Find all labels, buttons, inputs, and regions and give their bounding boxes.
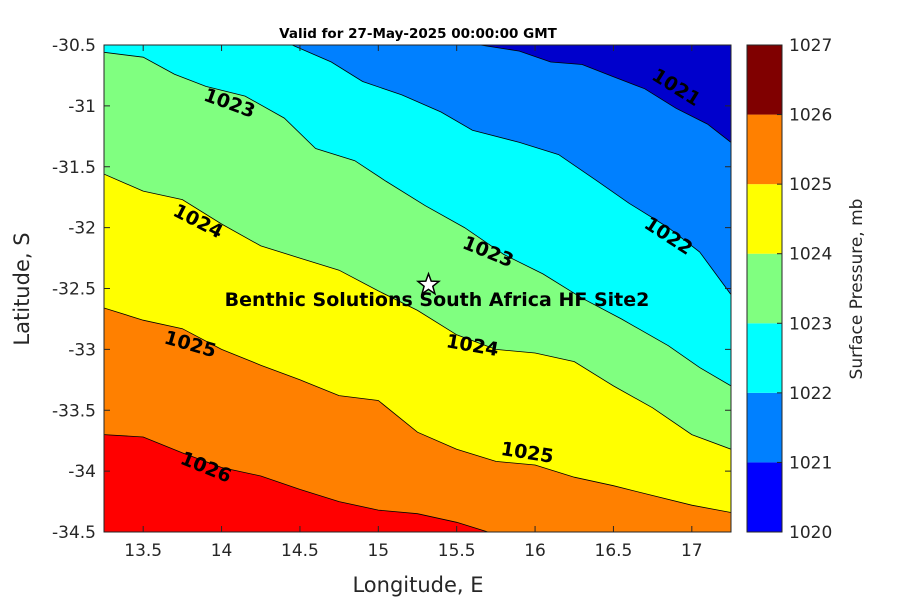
- colorbar-segment-1020: [747, 462, 782, 532]
- contour-line-1021: [480, 45, 731, 143]
- band-1026: [104, 434, 731, 532]
- colorbar-segment-1022: [747, 323, 782, 393]
- site-label: Benthic Solutions South Africa HF Site2: [225, 289, 650, 311]
- contour-line-1022: [291, 45, 731, 295]
- colorbar-label: Surface Pressure, mb: [847, 199, 867, 380]
- y-axis-label: Latitude, S: [10, 232, 34, 345]
- y-tick-label: -34.5: [52, 523, 96, 543]
- chart-title: Valid for 27-May-2025 00:00:00 GMT: [279, 26, 558, 42]
- colorbar-tick-label: 1021: [789, 453, 832, 473]
- x-tick-label: 13.5: [124, 541, 162, 561]
- colorbar-segment-1024: [747, 184, 782, 254]
- y-tick-label: -33: [68, 340, 96, 360]
- y-axis: -30.5 -31 -31.5 -32 -32.5 -33 -33.5 -34 -34.5: [52, 36, 731, 543]
- colorbar-tick-label: 1023: [789, 314, 832, 334]
- x-axis: 13.5 14 14.5 15 15.5 16 16.5 17: [124, 45, 703, 561]
- colorbar-segment-1023: [747, 253, 782, 324]
- y-tick-label: -32: [68, 219, 96, 239]
- colorbar-tick-label: 1024: [789, 245, 832, 265]
- colorbar-tick-label: 1026: [789, 106, 832, 126]
- x-tick-label: 16: [524, 541, 546, 561]
- x-tick-label: 14: [211, 541, 233, 561]
- x-tick-label: 15.5: [438, 541, 476, 561]
- contour-line-layer: [104, 45, 731, 532]
- x-axis-label: Longitude, E: [352, 573, 483, 597]
- y-tick-label: -30.5: [52, 36, 96, 56]
- x-tick-label: 14.5: [281, 541, 319, 561]
- x-tick-label: 15: [367, 541, 389, 561]
- colorbar-segment-1026: [747, 45, 782, 115]
- site-star-icon: [415, 271, 441, 296]
- y-tick-label: -31: [68, 97, 96, 117]
- colorbar-tick-label: 1027: [789, 36, 832, 56]
- contour-line-1024: [104, 173, 731, 450]
- x-tick-label: 16.5: [595, 541, 633, 561]
- y-tick-label: -32.5: [52, 280, 96, 300]
- contour-line-1025: [104, 307, 731, 513]
- colorbar: 1020 1021 1022 1023 1024 1025 1026 1027: [746, 36, 832, 543]
- colorbar-tick-label: 1022: [789, 384, 832, 404]
- y-tick-label: -33.5: [52, 401, 96, 421]
- colorbar-tick-label: 1020: [789, 523, 832, 543]
- contour-line-1026: [104, 434, 489, 532]
- x-tick-label: 17: [681, 541, 703, 561]
- colorbar-segment-1021: [747, 392, 782, 463]
- contour-line-1023: [104, 51, 731, 387]
- y-tick-label: -31.5: [52, 158, 96, 178]
- y-tick-label: -34: [68, 462, 96, 482]
- colorbar-border: [746, 44, 783, 533]
- site-layer: Benthic Solutions South Africa HF Site2: [225, 271, 650, 311]
- contour-fill-layer: [104, 45, 731, 532]
- colorbar-segment-1025: [747, 114, 782, 185]
- colorbar-tick-label: 1025: [789, 175, 832, 195]
